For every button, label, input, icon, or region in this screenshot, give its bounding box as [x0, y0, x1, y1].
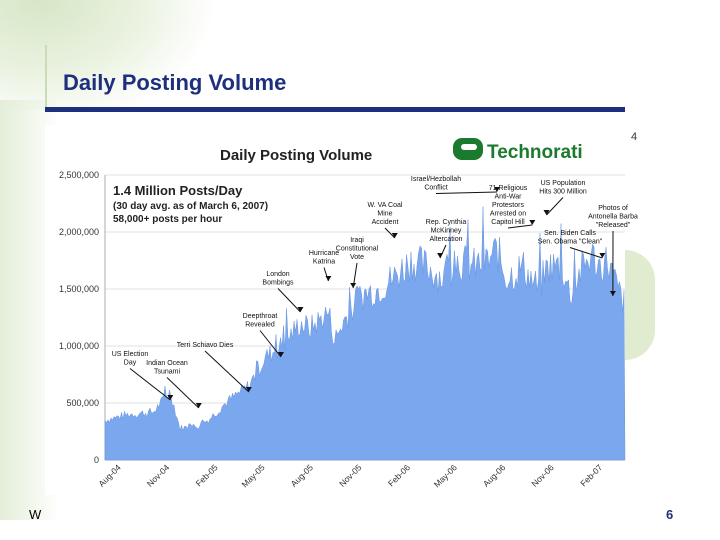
decorative-green-shape [625, 250, 655, 360]
annotation: Israel/Hezbollah Conflict [411, 176, 500, 194]
title-underline [45, 107, 625, 112]
technorati-logo-text: Technorati [487, 142, 583, 163]
technorati-logo: Technorati [453, 138, 583, 163]
info-line-3: 58,000+ posts per hour [113, 214, 222, 225]
annotation-arrowhead [245, 387, 252, 392]
annotation-arrow [277, 288, 301, 313]
annotation-arrowhead [195, 403, 202, 408]
annotation-arrowhead [297, 307, 304, 312]
annotation: Indian Ocean Tsunami [146, 360, 202, 409]
annotation-text: Mine [377, 211, 392, 218]
annotation-text: Anti-War [495, 194, 523, 201]
info-line-2: (30 day avg. as of March 6, 2007) [113, 201, 268, 212]
annotation-arrowhead [325, 276, 332, 281]
annotation-arrow [166, 377, 200, 409]
annotation-arrowhead [167, 395, 174, 400]
annotation-text: Sen. Obama "Clean" [538, 239, 603, 246]
y-tick-label: 1,000,000 [59, 341, 99, 351]
annotation: Photos of Antonella Barba"Released" [588, 205, 638, 297]
y-tick-label: 2,000,000 [59, 227, 99, 237]
annotation-arrow [546, 197, 564, 216]
y-tick-label: 1,500,000 [59, 284, 99, 294]
annotation-arrowhead [437, 253, 444, 258]
annotation-arrow [259, 330, 282, 358]
annotation-text: Indian Ocean [146, 360, 188, 367]
annotation-text: W. VA Coal [368, 202, 403, 209]
annotation-text: Protestors [492, 202, 524, 209]
annotation-text: McKinney [431, 228, 462, 235]
annotation: US Population Hits 300 Million [539, 180, 587, 216]
chart-title: Daily Posting Volume [220, 147, 372, 164]
annotation-arrow [129, 368, 171, 401]
annotation: US Election Day [112, 351, 174, 401]
annotation-text: Katrina [313, 259, 335, 266]
annotation-arrow [384, 227, 396, 239]
annotation-text: Altercation [429, 236, 462, 243]
annotation-text: Deepthroat [243, 313, 278, 320]
annotation-arrow [204, 350, 250, 393]
footer-left-text: W [29, 507, 42, 522]
annotation-arrowhead [391, 233, 398, 238]
y-tick-label: 2,500,000 [59, 170, 99, 180]
posting-volume-area [104, 206, 626, 461]
annotation-text: Tsunami [154, 369, 181, 376]
annotation-arrowhead [599, 253, 606, 258]
annotation: Hurricane Katrina [309, 250, 339, 282]
annotation-arrowhead [609, 291, 616, 296]
y-tick-label: 0 [94, 455, 99, 465]
annotation-text: Revealed [245, 322, 275, 329]
annotation-text: Constitutional [336, 246, 379, 253]
background-top-gradient [0, 0, 720, 110]
info-box: 1.4 Million Posts/Day (30 day avg. as of… [113, 183, 268, 225]
side-number: 4 [631, 131, 638, 143]
annotation-arrowhead [529, 220, 536, 225]
annotation: Terri Schiavo Dies [177, 342, 252, 393]
event-annotations: US Election Day Indian Ocean Tsunami Terri S… [112, 176, 638, 409]
annotation-text: Arrested on [490, 211, 526, 218]
slide-title: Daily Posting Volume [63, 70, 287, 95]
annotation-arrowhead [493, 187, 500, 192]
annotation-text: Capitol Hill [491, 219, 525, 226]
annotation-text: Accident [372, 219, 399, 226]
annotation-text: "Released" [596, 222, 631, 229]
y-tick-label: 500,000 [66, 398, 99, 408]
annotation-arrow [435, 191, 497, 194]
annotation-arrowhead [350, 283, 357, 288]
annotation-arrow [569, 247, 603, 259]
annotation-text: Conflict [424, 185, 447, 192]
annotation-arrow [507, 224, 533, 229]
annotation-text: Antonella Barba [588, 214, 638, 221]
annotation-text: Hits 300 Million [539, 189, 587, 196]
annotation-text: Rep. Cynthia [426, 219, 467, 226]
annotation-text: Vote [350, 254, 364, 261]
y-axis-ticks: 0 500,000 1,000,000 1,500,000 2,000,000 2,500… [59, 170, 99, 465]
annotation-text: US Election [112, 351, 149, 358]
annotation-text: Sen. Biden Calls [544, 230, 596, 237]
technorati-logo-mark-inner [461, 144, 477, 150]
annotation: London Bombings [262, 271, 304, 313]
annotation-text: Terri Schiavo Dies [177, 342, 234, 349]
annotation-text: Hurricane [309, 250, 339, 257]
annotation-text: London [266, 271, 289, 278]
annotation-text: Bombings [262, 280, 294, 287]
page-number: 6 [666, 507, 674, 522]
annotation: Deepthroat Revealed [243, 313, 284, 358]
annotation-text: US Population [541, 180, 586, 187]
title-left-rule [45, 45, 47, 110]
annotation-text: Day [124, 360, 137, 367]
annotation-text: Israel/Hezbollah [411, 176, 461, 183]
annotation: Sen. Biden Calls Sen. Obama "Clean" [538, 230, 606, 259]
annotation-text: Photos of [598, 205, 628, 212]
annotation-arrowhead [543, 210, 550, 215]
info-line-1: 1.4 Million Posts/Day [113, 183, 243, 198]
annotation-text: Iraqi [350, 237, 364, 244]
annotation-arrowhead [277, 352, 284, 357]
annotation-text: 71 Religious [489, 185, 528, 192]
